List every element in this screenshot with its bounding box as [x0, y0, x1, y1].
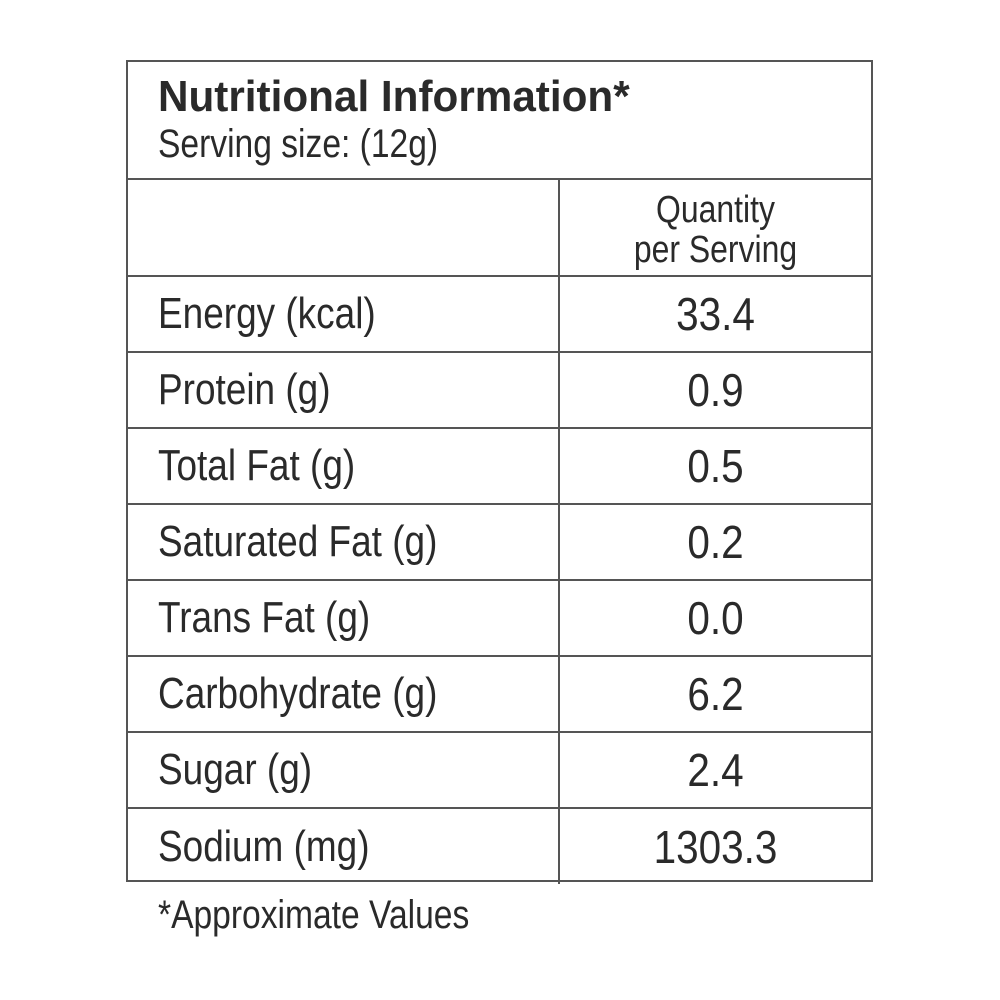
- table-row-protein: Protein (g) 0.9: [128, 353, 871, 429]
- quantity-column-header: Quantity per Serving: [560, 180, 871, 275]
- nutrient-name: Total Fat (g): [158, 441, 356, 490]
- quantity-header-line1: Quantity: [656, 189, 775, 231]
- nutrient-name: Sodium (mg): [158, 821, 370, 871]
- table-row-energy: Energy (kcal) 33.4: [128, 277, 871, 353]
- nutrient-name: Carbohydrate (g): [158, 669, 438, 718]
- serving-size: Serving size: (12g): [158, 122, 439, 166]
- table-row-trans-fat: Trans Fat (g) 0.0: [128, 581, 871, 657]
- nutrient-name: Trans Fat (g): [158, 593, 371, 642]
- nutrient-value: 6.2: [687, 668, 744, 720]
- nutrient-name: Energy (kcal): [158, 289, 376, 338]
- nutrient-value: 0.2: [687, 516, 744, 568]
- label-title: Nutritional Information*: [158, 72, 630, 121]
- nutrient-name: Saturated Fat (g): [158, 517, 438, 566]
- column-header-row: Quantity per Serving: [128, 180, 871, 277]
- nutrient-value: 0.0: [687, 592, 744, 644]
- nutrient-column-header: [128, 180, 560, 275]
- label-header: Nutritional Information* Serving size: (…: [128, 62, 871, 180]
- table-row-total-fat: Total Fat (g) 0.5: [128, 429, 871, 505]
- quantity-header-line2: per Serving: [633, 229, 798, 271]
- nutrient-value: 0.9: [687, 364, 744, 416]
- nutrient-value: 0.5: [687, 440, 744, 492]
- nutrient-name: Sugar (g): [158, 745, 313, 794]
- table-row-saturated-fat: Saturated Fat (g) 0.2: [128, 505, 871, 581]
- nutrition-label: Nutritional Information* Serving size: (…: [126, 60, 873, 884]
- footnote: *Approximate Values: [158, 893, 470, 937]
- nutrient-value: 1303.3: [653, 820, 778, 873]
- table-row-sugar: Sugar (g) 2.4: [128, 733, 871, 809]
- nutrient-value: 2.4: [687, 744, 744, 796]
- table-row-carbohydrate: Carbohydrate (g) 6.2: [128, 657, 871, 733]
- table-row-sodium: Sodium (mg) 1303.3: [128, 809, 871, 884]
- nutrient-value: 33.4: [676, 288, 755, 340]
- nutrition-table: Quantity per Serving Energy (kcal) 33.4 …: [128, 180, 871, 884]
- nutrient-name: Protein (g): [158, 365, 331, 414]
